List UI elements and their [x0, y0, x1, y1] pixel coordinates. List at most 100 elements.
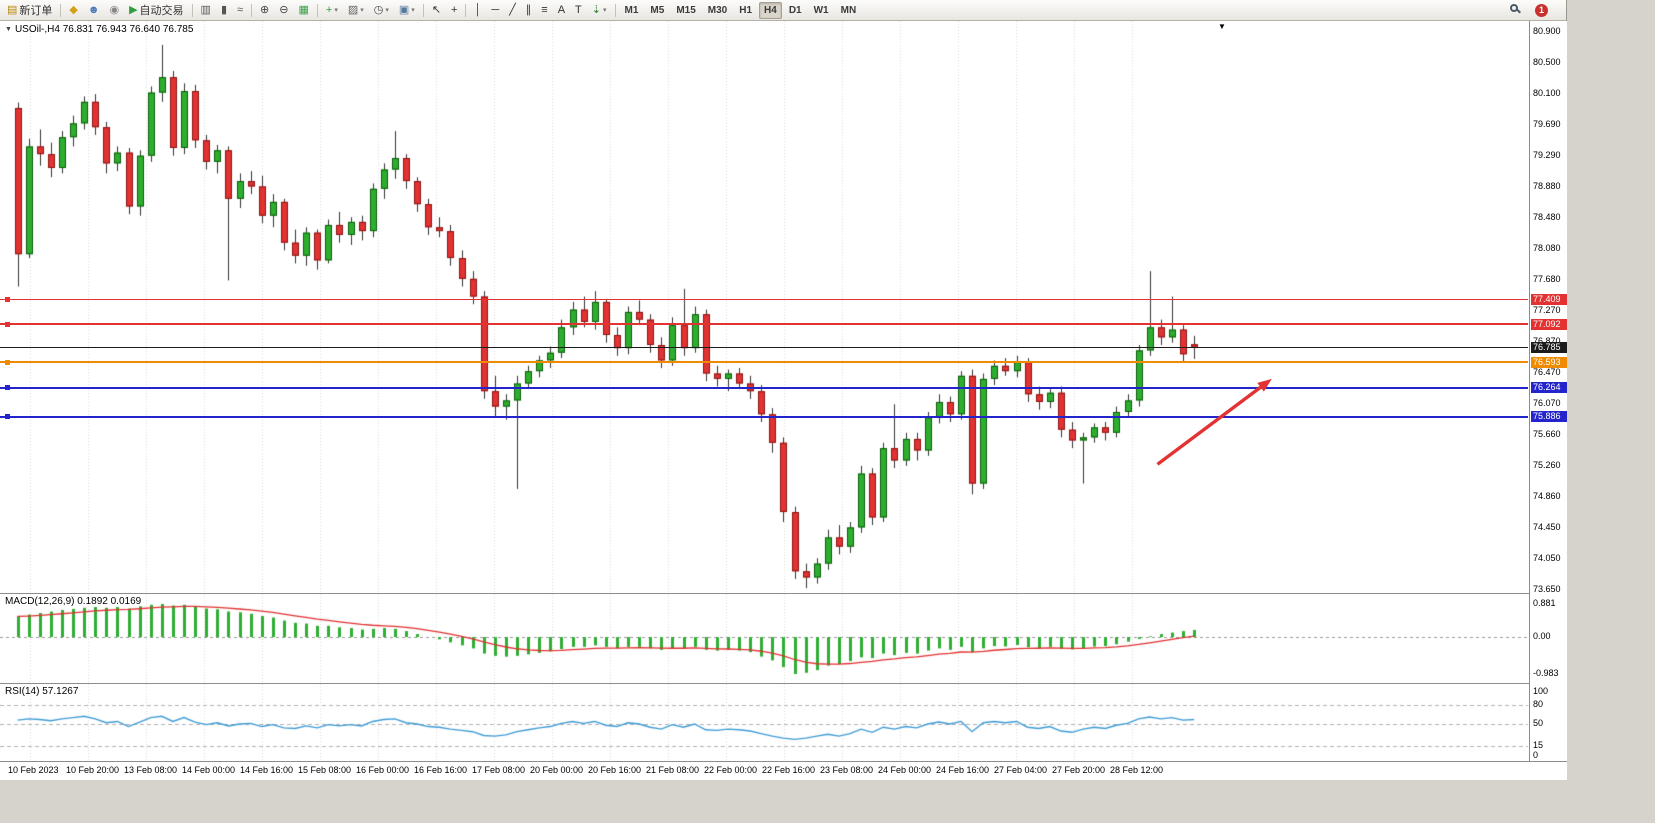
timeframe-m5[interactable]: M5: [650, 4, 665, 16]
cursor-button[interactable]: ↖: [428, 2, 445, 19]
macd-panel: MACD(12,26,9) 0.1892 0.0169: [0, 593, 1529, 683]
price-marker-75.886: 75.886: [1531, 411, 1567, 423]
timeframe-h4[interactable]: H4: [759, 1, 782, 19]
price-tick: 76.470: [1533, 366, 1561, 377]
vertical-line-icon: │: [474, 3, 482, 16]
indicators-icon: ◆: [69, 3, 78, 16]
chart-title: ▼ USOil-,H4 76.831 76.943 76.640 76.785: [5, 24, 193, 35]
bar-chart-button[interactable]: ▥: [197, 2, 215, 19]
fibonacci-icon: ≡: [541, 3, 548, 16]
zoom-out-button[interactable]: ⊖: [275, 2, 292, 19]
rsi-canvas[interactable]: [0, 684, 1529, 761]
bar-chart-icon: ▥: [200, 3, 211, 16]
text-icon: A: [557, 3, 566, 16]
macd-scale-max: 0.881: [1533, 598, 1556, 608]
new-chart-icon: +: [325, 3, 333, 16]
time-axis[interactable]: 10 Feb 2023 10 Feb 20:00 13 Feb 08:00 14 Fe…: [0, 761, 1567, 780]
price-marker-76.593: 76.593: [1531, 356, 1567, 368]
time-label: 22 Feb 00:00: [704, 765, 758, 775]
magnifier-glyph: [1510, 4, 1518, 12]
rsi-scale-50: 50: [1533, 718, 1544, 728]
candlestick-chart-button[interactable]: ▮: [217, 2, 231, 19]
price-tick: 77.270: [1533, 305, 1561, 316]
vertical-line-button[interactable]: │: [470, 2, 485, 19]
price-tick: 78.880: [1533, 181, 1561, 192]
timeframe-w1[interactable]: W1: [813, 4, 829, 16]
accounts-button[interactable]: ☻: [84, 2, 104, 19]
profiles-button[interactable]: ▨ ▾: [344, 2, 368, 19]
snapshot-icon: ▣: [398, 3, 410, 16]
channel-button[interactable]: ∥: [522, 2, 536, 19]
price-marker-77.092: 77.092: [1531, 318, 1567, 330]
search-icon[interactable]: [1509, 3, 1523, 17]
time-label: 23 Feb 08:00: [820, 765, 874, 775]
rsi-scale-0: 0: [1533, 750, 1539, 760]
timeframe-h1[interactable]: H1: [739, 4, 753, 16]
cursor-icon: ↖: [431, 3, 442, 16]
period-menu-icon: ◷: [373, 3, 384, 16]
indicators-button[interactable]: ◆: [65, 2, 81, 19]
chevron-down-icon: ▾: [385, 7, 389, 14]
arrows-button[interactable]: ⇣ ▾: [588, 2, 611, 19]
tile-windows-icon: ▦: [298, 3, 309, 16]
timeframe-m15[interactable]: M15: [676, 4, 696, 16]
zoom-out-icon: ⊖: [279, 3, 289, 16]
time-label: 27 Feb 20:00: [1052, 765, 1106, 775]
price-tick: 78.080: [1533, 243, 1561, 254]
mt4-window: ▤ 新订单 ◆ ☻ ◉ ▶ 自动交易 ▥ ▮ ≈ ⊕ ⊖ ▦ + ▾ ▨ ▾ ◷ ▾ ▣ ▾ ↖ + │ ─ ╱ ∥ ≡ A T ⇣ ▾ M1 M…: [0, 0, 1567, 780]
line-chart-button[interactable]: ≈: [233, 2, 247, 19]
price-axis[interactable]: 80.900 80.500 80.100 79.690 79.290 78.880 78.4…: [1529, 21, 1567, 761]
zoom-in-button[interactable]: ⊕: [256, 2, 273, 19]
time-label: 24 Feb 00:00: [878, 765, 932, 775]
text-button[interactable]: A: [554, 2, 569, 19]
profiles-icon: ▨: [347, 3, 359, 16]
rsi-label: RSI(14) 57.1267: [5, 686, 78, 697]
price-tick: 80.500: [1533, 56, 1561, 67]
chart-title-text: USOil-,H4 76.831 76.943 76.640 76.785: [14, 24, 194, 35]
tile-windows-button[interactable]: ▦: [294, 2, 312, 19]
price-tick: 77.680: [1533, 273, 1561, 284]
macd-values: 0.1892 0.0169: [77, 596, 142, 607]
timeframe-d1[interactable]: D1: [788, 4, 802, 16]
trendline-button[interactable]: ╱: [505, 2, 520, 19]
trendline-icon: ╱: [509, 3, 516, 16]
price-tick: 73.650: [1533, 584, 1561, 594]
time-label: 13 Feb 08:00: [124, 765, 178, 775]
arrows-icon: ⇣: [591, 3, 601, 16]
crosshair-button[interactable]: +: [447, 2, 461, 19]
new-chart-button[interactable]: + ▾: [322, 2, 342, 19]
toolbar-separator: [465, 3, 467, 17]
new-order-button[interactable]: ▤ 新订单: [3, 2, 56, 19]
time-label: 27 Feb 04:00: [994, 765, 1048, 775]
rsi-value: 57.1267: [42, 686, 79, 697]
time-label: 16 Feb 00:00: [356, 765, 410, 775]
snapshot-button[interactable]: ▣ ▾: [395, 2, 419, 19]
macd-scale-zero: 0.00: [1533, 631, 1551, 642]
zoom-in-icon: ⊕: [260, 3, 270, 16]
autotrading-button[interactable]: ▶ 自动交易: [125, 2, 187, 19]
price-tick: 79.690: [1533, 119, 1561, 130]
price-chart-canvas[interactable]: [0, 21, 1529, 593]
candlestick-chart-icon: ▮: [220, 3, 227, 16]
one-click-trading-toggle[interactable]: ▼: [5, 26, 12, 33]
toolbar-separator: [614, 3, 616, 17]
price-tick: 80.900: [1533, 26, 1561, 36]
fibonacci-button[interactable]: ≡: [537, 2, 551, 19]
notification-badge[interactable]: 1: [1535, 3, 1548, 17]
sound-button[interactable]: ◉: [105, 2, 123, 19]
macd-canvas[interactable]: [0, 594, 1529, 683]
label-button[interactable]: T: [571, 2, 586, 19]
rsi-name: RSI(14): [5, 686, 40, 697]
chart-shift-marker[interactable]: ▼: [1218, 22, 1226, 31]
rsi-panel: RSI(14) 57.1267: [0, 683, 1529, 761]
chevron-down-icon: ▾: [334, 7, 338, 14]
rsi-scale-80: 80: [1533, 698, 1544, 709]
chart-area: ▼ USOil-,H4 76.831 76.943 76.640 76.785 ▼…: [0, 21, 1567, 780]
period-menu-button[interactable]: ◷ ▾: [370, 2, 393, 19]
timeframe-mn[interactable]: MN: [840, 4, 857, 16]
timeframe-m30[interactable]: M30: [707, 4, 728, 16]
timeframe-m1[interactable]: M1: [624, 4, 639, 16]
horizontal-line-button[interactable]: ─: [487, 2, 503, 19]
price-tick: 75.660: [1533, 429, 1561, 440]
